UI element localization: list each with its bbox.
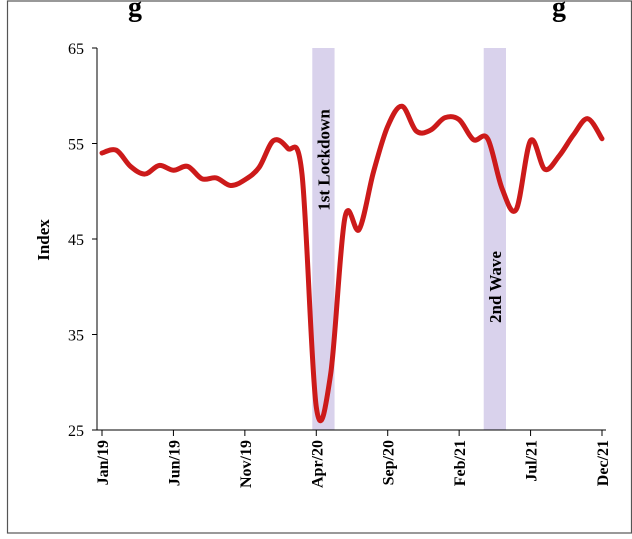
shaded-region-label: 2nd Wave (486, 251, 505, 323)
title-fragment-left: g (128, 0, 142, 23)
region-labels: 1st Lockdown 2nd Wave (314, 109, 504, 323)
series-line-1 (99, 103, 605, 424)
y-axis-label: Index (34, 219, 53, 261)
x-tick-label: Feb/21 (452, 440, 469, 486)
y-ticks: 25 35 45 55 65 (68, 41, 97, 440)
x-tick-label: Sep/20 (381, 440, 398, 485)
x-tick-label: Nov/19 (238, 440, 255, 488)
x-tick-label: Apr/20 (309, 440, 326, 488)
shaded-region-1 (312, 48, 335, 430)
x-tick-label: Jun/19 (166, 440, 183, 486)
series-lines (99, 103, 605, 424)
x-ticks: Jan/19 Jun/19 Nov/19 Apr/20 Sep/20 Feb/21 Jul/… (95, 430, 612, 488)
x-tick-label: Jan/19 (95, 440, 112, 485)
y-tick-label: 45 (68, 232, 84, 249)
x-tick-label: Dec/21 (595, 440, 612, 486)
y-tick-label: 55 (68, 137, 84, 154)
title-fragment-right: g (552, 0, 566, 23)
shaded-region-2 (483, 48, 506, 430)
x-tick-label: Jul/21 (524, 440, 541, 482)
y-tick-label: 25 (68, 423, 84, 440)
shaded-region-label: 1st Lockdown (314, 109, 333, 211)
y-tick-label: 35 (68, 328, 84, 345)
y-tick-label: 65 (68, 41, 84, 58)
